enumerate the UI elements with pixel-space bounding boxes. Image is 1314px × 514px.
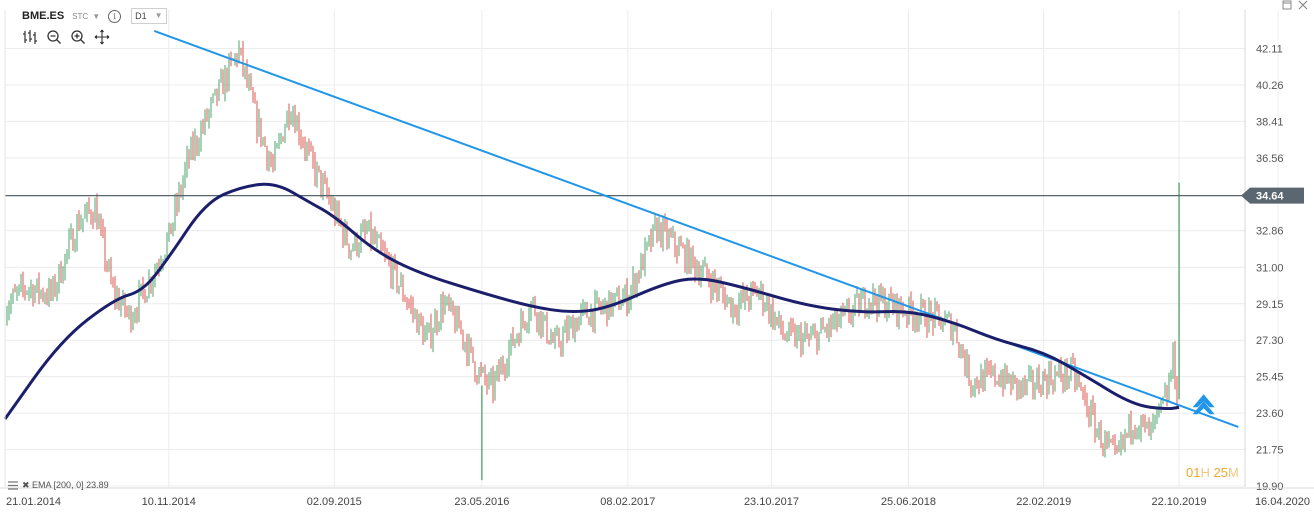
y-tick-label: 38.41 [1256,116,1284,128]
x-tick-label: 22.02.2019 [1016,496,1071,508]
timer-minutes: 25 [1213,465,1228,480]
close-icon[interactable] [1298,0,1308,10]
x-tick-label: 21.01.2014 [6,496,61,508]
indicator-legend[interactable]: ✖ EMA [200, 0] 23.89 [8,480,109,491]
buy-arrow-icon [1192,401,1215,415]
ema-line [3,182,1180,420]
x-tick-label: 23.05.2016 [454,496,509,508]
indicator-list-icon [8,481,18,490]
y-tick-label: 25.45 [1256,372,1284,384]
symbol-header: BME.ES STC ▼ i D1 ▼ [22,8,167,24]
chart-lines [3,30,1245,428]
chevron-down-icon[interactable]: ▼ [92,11,101,21]
current-price-label: 34.64 [1256,191,1284,203]
current-price-tag [1241,187,1304,204]
x-tick-label: 25.06.2018 [881,496,936,508]
x-tick-label: 16.04.2020 [1255,496,1310,508]
y-tick-label: 40.26 [1256,80,1284,92]
y-tick-label: 27.30 [1256,335,1284,347]
y-tick-label: 31.00 [1256,262,1284,274]
maximize-icon[interactable] [1282,0,1292,10]
x-tick-label: 22.10.2019 [1152,496,1207,508]
candle-countdown: 01H 25M [1186,465,1239,480]
y-tick-label: 21.75 [1256,445,1284,457]
zoom-out-icon[interactable] [46,29,62,45]
x-tick-label: 08.02.2017 [600,496,655,508]
ema-legend-label: ✖ EMA [200, 0] 23.89 [22,480,109,490]
bar-type-icon[interactable] [22,29,38,45]
y-tick-label: 42.11 [1256,44,1283,56]
info-icon[interactable]: i [108,9,122,23]
timer-minutes-unit: M [1227,465,1239,480]
symbol-label[interactable]: BME.ES [22,10,65,22]
x-tick-label: 02.09.2015 [307,496,362,508]
zoom-in-icon[interactable] [70,29,86,45]
window-controls [1282,0,1308,10]
instrument-type-label: STC [72,11,89,21]
crosshair-icon[interactable] [94,29,110,45]
x-tick-label: 10.11.2014 [142,496,196,508]
chart-axes: 42.11 40.26 38.41 36.56 32.86 31.00 29.15 27.30… [0,10,1314,508]
timeframe-select[interactable]: D1 ▼ [131,8,167,24]
y-tick-label: 23.60 [1256,408,1284,420]
timer-hours-unit: H [1200,465,1210,480]
x-tick-label: 23.10.2017 [744,496,799,508]
chevron-down-icon: ▼ [154,11,163,20]
chart-tools [22,29,110,45]
buy-arrow-icon [1192,394,1215,408]
timer-hours: 01 [1186,465,1201,480]
timeframe-value: D1 [135,11,147,21]
y-tick-label: 19.90 [1256,481,1284,493]
y-tick-label: 29.15 [1256,299,1284,311]
y-tick-label: 36.56 [1256,153,1284,165]
y-tick-label: 32.86 [1256,226,1284,238]
